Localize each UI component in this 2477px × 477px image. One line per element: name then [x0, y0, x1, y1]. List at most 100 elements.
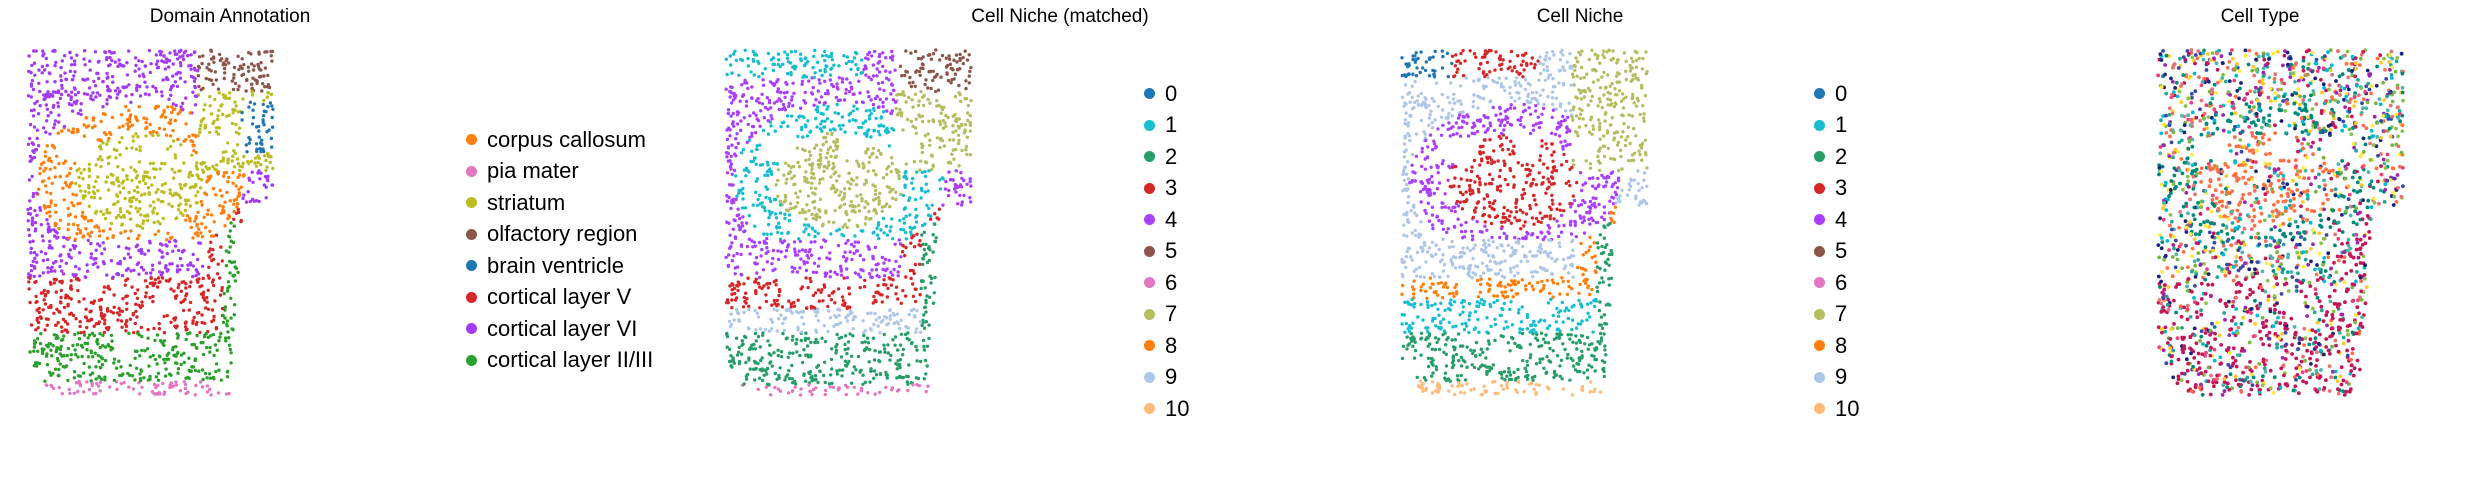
scatter-point [744, 104, 749, 108]
scatter-point [84, 275, 88, 279]
scatter-point [92, 324, 96, 328]
scatter-point [1462, 391, 1467, 395]
scatter-point [232, 313, 236, 317]
scatter-point [256, 160, 260, 165]
scatter-point [105, 84, 110, 89]
scatter-point [210, 308, 215, 312]
scatter-point [85, 341, 90, 346]
scatter-point [153, 232, 157, 237]
scatter-point [1537, 383, 1541, 387]
scatter-point [1464, 199, 1468, 204]
scatter-point [822, 136, 826, 140]
scatter-point [171, 62, 175, 66]
scatter-point [851, 318, 855, 322]
scatter-point [208, 255, 212, 259]
scatter-point [1503, 285, 1507, 289]
scatter-point [34, 328, 38, 332]
scatter-point [62, 334, 66, 338]
scatter-point [842, 191, 847, 196]
scatter-point [1430, 96, 1434, 101]
scatter-point [1499, 384, 1503, 388]
scatter-point [1552, 337, 1557, 341]
scatter-point [1521, 244, 1525, 249]
scatter-point [171, 176, 176, 180]
scatter-point [180, 101, 185, 106]
scatter-point [878, 191, 882, 195]
scatter-point [856, 240, 861, 244]
scatter-point [887, 144, 892, 148]
scatter-point [66, 346, 71, 351]
legend-label: 7 [1165, 301, 1178, 327]
scatter-point [778, 366, 782, 370]
scatter-point [73, 93, 78, 97]
scatter-point [735, 132, 739, 136]
scatter-point [1523, 108, 1527, 112]
scatter-point [194, 150, 198, 155]
scatter-point [1524, 180, 1528, 185]
scatter-point [1548, 251, 1552, 255]
scatter-point [117, 359, 121, 363]
scatter-point [766, 107, 770, 111]
scatter-point [116, 86, 120, 90]
scatter-point [47, 176, 51, 180]
scatter-point [96, 138, 100, 142]
scatter-point [740, 339, 744, 343]
scatter-point [1558, 244, 1562, 249]
scatter-point [220, 112, 225, 117]
scatter-point [1517, 308, 1521, 312]
scatter-point [1440, 108, 1445, 112]
scatter-point [220, 259, 224, 263]
scatter-point [137, 180, 142, 184]
scatter-point [1519, 320, 1524, 324]
scatter-point [771, 256, 775, 261]
scatter-point [26, 142, 31, 146]
scatter-point [779, 90, 783, 94]
scatter-point [28, 276, 32, 280]
scatter-point [826, 92, 830, 96]
scatter-point [96, 71, 100, 76]
scatter-point [826, 89, 830, 93]
scatter-point [873, 192, 877, 196]
scatter-point [217, 91, 221, 95]
scatter-point [145, 117, 149, 121]
scatter-point [896, 348, 900, 352]
scatter-point [1532, 66, 1537, 70]
legend-item: 5 [1144, 236, 1189, 268]
scatter-point [869, 216, 873, 221]
scatter-point [196, 190, 200, 194]
scatter-point [59, 288, 63, 293]
scatter-point [30, 174, 34, 179]
scatter-point [797, 237, 801, 241]
scatter-point [880, 293, 884, 297]
scatter-point [57, 113, 61, 117]
scatter-point [758, 143, 762, 147]
scatter-point [901, 92, 905, 97]
scatter-point [31, 191, 36, 196]
scatter-point [85, 269, 90, 273]
scatter-point [1513, 99, 1517, 103]
scatter-point [171, 139, 176, 143]
scatter-point [86, 124, 91, 128]
scatter-point [763, 208, 767, 213]
scatter-point [138, 392, 142, 396]
scatter-point [1475, 300, 1479, 304]
scatter-point [221, 63, 225, 67]
scatter-point [169, 320, 173, 324]
scatter-point [887, 130, 891, 134]
scatter-point [811, 172, 816, 176]
scatter-point [917, 384, 922, 388]
scatter-point [828, 128, 833, 132]
scatter-point [811, 191, 815, 195]
scatter-point [99, 164, 103, 169]
scatter-point [739, 180, 743, 184]
scatter-point [1400, 292, 1404, 296]
scatter-point [897, 238, 901, 242]
scatter-point [959, 171, 963, 175]
scatter-point [235, 143, 240, 147]
scatter-point [133, 378, 137, 382]
scatter-point [1608, 84, 1612, 88]
scatter-point [79, 331, 83, 335]
scatter-point [119, 365, 123, 369]
scatter-point [1505, 374, 1509, 378]
scatter-point [238, 64, 243, 68]
